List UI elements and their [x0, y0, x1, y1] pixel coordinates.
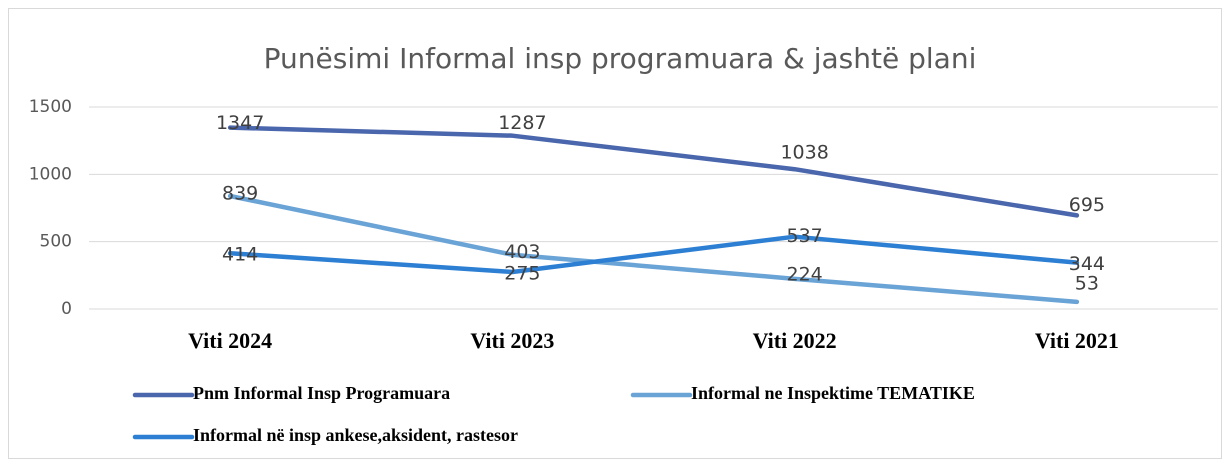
data-label: 53: [1075, 272, 1099, 294]
data-label: 1287: [498, 112, 546, 134]
legend-label: Informal ne Inspektime TEMATIKE: [691, 383, 975, 403]
x-tick-label: Viti 2024: [188, 328, 272, 353]
legend-label: Informal në insp ankese,aksident, rastes…: [193, 425, 518, 445]
data-label: 839: [222, 183, 258, 205]
x-tick-label: Viti 2023: [470, 328, 554, 353]
data-label: 224: [786, 263, 822, 285]
data-label: 344: [1069, 253, 1105, 275]
chart-title: Punësimi Informal insp programuara & jas…: [264, 42, 977, 75]
data-label: 403: [504, 241, 540, 263]
y-tick-label: 500: [40, 232, 72, 252]
data-label: 695: [1069, 194, 1105, 216]
series-line: [227, 234, 1080, 275]
x-tick-label: Viti 2021: [1035, 328, 1119, 353]
data-label: 414: [222, 244, 258, 266]
series-line: [227, 193, 1080, 305]
data-label: 275: [504, 262, 540, 284]
y-tick-label: 1500: [29, 97, 72, 117]
data-label: 1347: [216, 112, 264, 134]
data-label: 537: [786, 225, 822, 247]
chart-frame: [8, 8, 1222, 459]
legend-label: Pnm Informal Insp Programuara: [193, 383, 450, 403]
y-tick-label: 0: [61, 299, 72, 319]
series-line: [227, 125, 1080, 218]
data-label: 1038: [780, 142, 828, 164]
x-tick-label: Viti 2022: [753, 328, 837, 353]
y-tick-label: 1000: [29, 164, 72, 184]
